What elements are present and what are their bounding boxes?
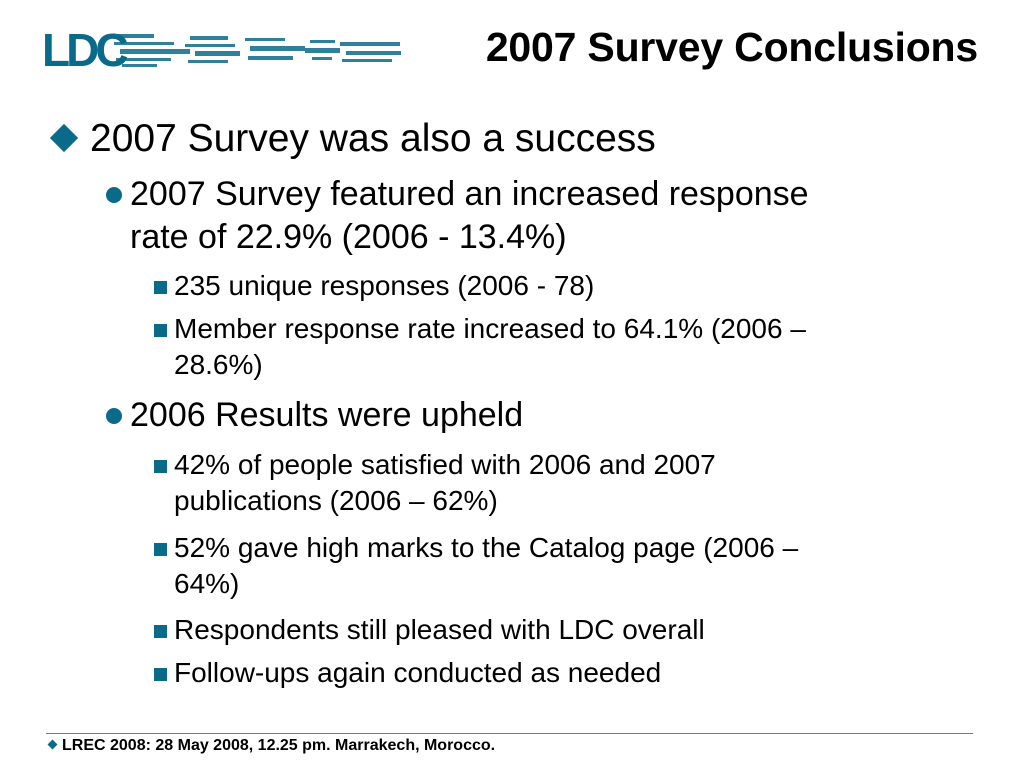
logo-text: LDC xyxy=(42,26,127,72)
square-bullet-icon xyxy=(154,668,167,681)
circle-bullet-icon xyxy=(106,408,122,424)
square-bullet-icon xyxy=(154,460,167,473)
bullet-level3-line1: 42% of people satisfied with 2006 and 20… xyxy=(174,449,716,480)
square-bullet-icon xyxy=(154,543,167,556)
bullet-level3: 235 unique responses (2006 - 78) xyxy=(174,270,595,301)
bullet-level3-line1: Member response rate increased to 64.1% … xyxy=(174,313,806,344)
bullet-level3: Follow-ups again conducted as needed xyxy=(174,657,662,688)
bullet-level1: 2007 Survey was also a success xyxy=(90,117,656,160)
logo-wave-pattern xyxy=(114,34,401,67)
square-bullet-icon xyxy=(154,324,167,337)
square-bullet-icon xyxy=(154,625,167,638)
circle-bullet-icon xyxy=(106,187,122,203)
square-bullet-icon xyxy=(154,281,167,294)
bullet-level3: Respondents still pleased with LDC overa… xyxy=(174,614,705,645)
bullet-level2: 2006 Results were upheld xyxy=(130,396,524,434)
bullet-level3-line2: 28.6%) xyxy=(174,349,263,380)
footer-divider xyxy=(46,733,973,734)
diamond-bullet-icon xyxy=(47,739,58,750)
footer-text: LREC 2008: 28 May 2008, 12.25 pm. Marrak… xyxy=(62,737,496,754)
footer: LREC 2008: 28 May 2008, 12.25 pm. Marrak… xyxy=(46,737,495,755)
bullet-level2-line2: rate of 22.9% (2006 - 13.4%) xyxy=(130,218,567,256)
diamond-bullet-icon xyxy=(49,123,79,153)
bullet-level2-line1: 2007 Survey featured an increased respon… xyxy=(130,175,809,213)
bullet-level3-line1: 52% gave high marks to the Catalog page … xyxy=(174,532,799,563)
bullet-level3-line2: publications (2006 – 62%) xyxy=(174,485,498,516)
slide-title: 2007 Survey Conclusions xyxy=(485,24,978,70)
bullet-level3-line2: 64%) xyxy=(174,568,240,599)
ldc-logo: LDC xyxy=(42,26,401,72)
